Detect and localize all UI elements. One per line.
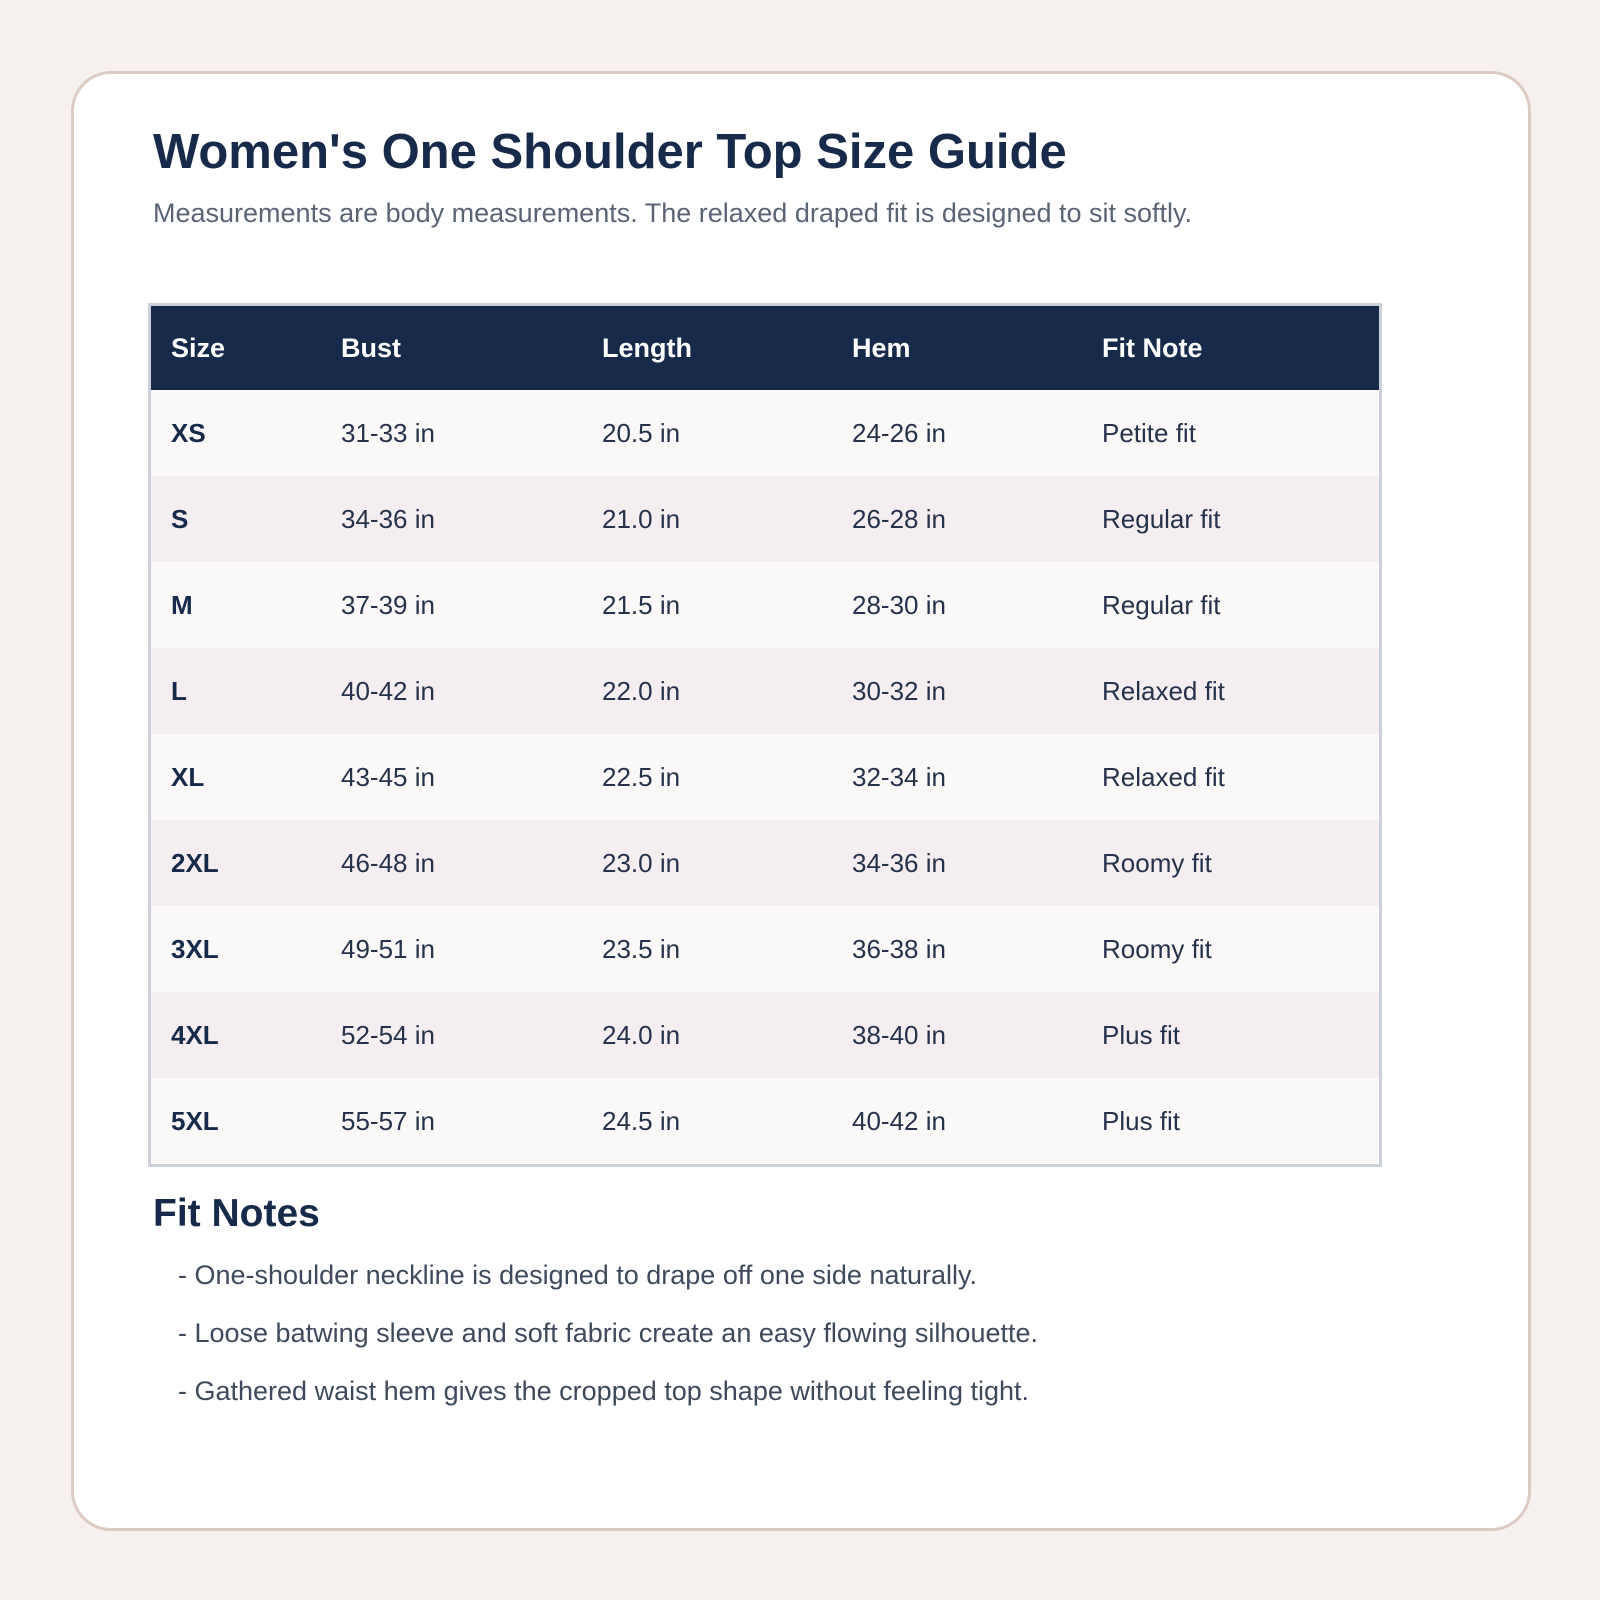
table-cell: XS <box>151 390 321 476</box>
table-row: XL 43-45 in 22.5 in 32-34 in Relaxed fit <box>151 734 1379 820</box>
table-cell: 26-28 in <box>832 476 1082 562</box>
column-header: Bust <box>321 306 582 390</box>
column-header: Size <box>151 306 321 390</box>
subtitle: Measurements are body measurements. The … <box>153 198 1193 228</box>
table-cell: 23.0 in <box>582 820 832 906</box>
table-cell: 36-38 in <box>832 906 1082 992</box>
table-row: S 34-36 in 21.0 in 26-28 in Regular fit <box>151 476 1379 562</box>
column-header: Length <box>582 306 832 390</box>
table-cell: 24-26 in <box>832 390 1082 476</box>
note-item: - Loose batwing sleeve and soft fabric c… <box>178 1318 1039 1348</box>
table-cell: 28-30 in <box>832 562 1082 648</box>
size-table: Size Bust Length Hem Fit Note XS 31-33 in 20.5… <box>151 306 1379 1164</box>
table-row: L 40-42 in 22.0 in 30-32 in Relaxed fit <box>151 648 1379 734</box>
table-cell: 20.5 in <box>582 390 832 476</box>
note-item: - One-shoulder neckline is designed to d… <box>178 1260 977 1290</box>
notes-title: Fit Notes <box>153 1192 320 1235</box>
table-cell: Plus fit <box>1082 1078 1379 1164</box>
table-cell: Relaxed fit <box>1082 648 1379 734</box>
table-row: XS 31-33 in 20.5 in 24-26 in Petite fit <box>151 390 1379 476</box>
table-cell: M <box>151 562 321 648</box>
table-cell: Roomy fit <box>1082 906 1379 992</box>
table-cell: 49-51 in <box>321 906 582 992</box>
card: Women's One Shoulder Top Size Guide Meas… <box>71 71 1531 1531</box>
table-cell: 40-42 in <box>832 1078 1082 1164</box>
table-cell: 4XL <box>151 992 321 1078</box>
table-cell: 52-54 in <box>321 992 582 1078</box>
table-row: 2XL 46-48 in 23.0 in 34-36 in Roomy fit <box>151 820 1379 906</box>
table-cell: 22.0 in <box>582 648 832 734</box>
table-cell: 34-36 in <box>321 476 582 562</box>
table-cell: 31-33 in <box>321 390 582 476</box>
table-cell: L <box>151 648 321 734</box>
notes-list: - One-shoulder neckline is designed to d… <box>178 1260 1038 1434</box>
table-cell: 43-45 in <box>321 734 582 820</box>
table-cell: Regular fit <box>1082 476 1379 562</box>
table-cell: 24.5 in <box>582 1078 832 1164</box>
column-header: Fit Note <box>1082 306 1379 390</box>
table-row: 4XL 52-54 in 24.0 in 38-40 in Plus fit <box>151 992 1379 1078</box>
table-cell: 30-32 in <box>832 648 1082 734</box>
table-cell: 3XL <box>151 906 321 992</box>
table-cell: 24.0 in <box>582 992 832 1078</box>
table-wrap: Size Bust Length Hem Fit Note XS 31-33 in 20.5… <box>148 303 1382 1167</box>
note-item: - Gathered waist hem gives the cropped t… <box>178 1376 1030 1406</box>
table-row: 5XL 55-57 in 24.5 in 40-42 in Plus fit <box>151 1078 1379 1164</box>
table-cell: XL <box>151 734 321 820</box>
table-cell: 2XL <box>151 820 321 906</box>
column-header: Hem <box>832 306 1082 390</box>
table-cell: 40-42 in <box>321 648 582 734</box>
table-cell: 22.5 in <box>582 734 832 820</box>
table-cell: 38-40 in <box>832 992 1082 1078</box>
table-cell: 21.5 in <box>582 562 832 648</box>
table-cell: 46-48 in <box>321 820 582 906</box>
title: Women's One Shoulder Top Size Guide <box>153 125 1067 179</box>
table-cell: Petite fit <box>1082 390 1379 476</box>
table-body: XS 31-33 in 20.5 in 24-26 in Petite fit S 34-3… <box>151 390 1379 1164</box>
table-cell: S <box>151 476 321 562</box>
table-cell: 32-34 in <box>832 734 1082 820</box>
table-row: M 37-39 in 21.5 in 28-30 in Regular fit <box>151 562 1379 648</box>
table-cell: 55-57 in <box>321 1078 582 1164</box>
table-cell: 21.0 in <box>582 476 832 562</box>
table-cell: 23.5 in <box>582 906 832 992</box>
table-cell: Roomy fit <box>1082 820 1379 906</box>
table-cell: Plus fit <box>1082 992 1379 1078</box>
table-cell: 37-39 in <box>321 562 582 648</box>
table-row: 3XL 49-51 in 23.5 in 36-38 in Roomy fit <box>151 906 1379 992</box>
table-cell: Relaxed fit <box>1082 734 1379 820</box>
header-row: Size Bust Length Hem Fit Note <box>151 306 1379 390</box>
table-cell: 5XL <box>151 1078 321 1164</box>
table-cell: 34-36 in <box>832 820 1082 906</box>
table-cell: Regular fit <box>1082 562 1379 648</box>
